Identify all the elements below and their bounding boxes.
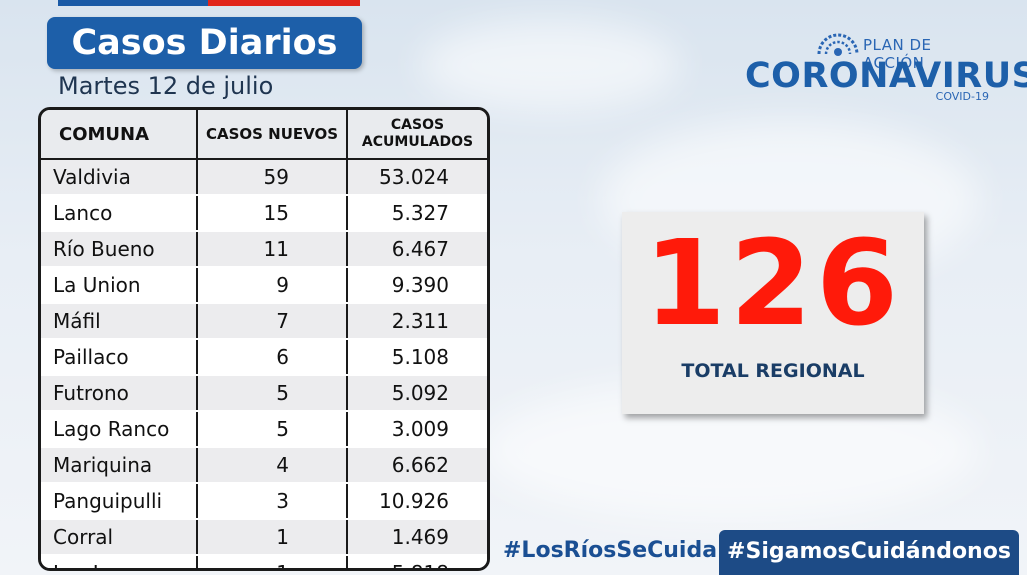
table-row: Los Lagos 1 5.818 (41, 555, 487, 568)
page-title: Casos Diarios (47, 17, 362, 69)
cell-casos-acumulados: 6.662 (347, 447, 487, 484)
header-casos-acumulados: CASOS ACUMULADOS (347, 110, 487, 160)
cell-casos-acumulados: 5.092 (347, 375, 487, 412)
header-acum-line2: ACUMULADOS (361, 134, 474, 150)
table-row: Lago Ranco 5 3.009 (41, 411, 487, 448)
report-date: Martes 12 de julio (58, 72, 274, 100)
cell-casos-nuevos: 5 (197, 375, 348, 412)
table-header-row: COMUNA CASOS NUEVOS CASOS ACUMULADOS (41, 110, 487, 160)
table-row: Paillaco 6 5.108 (41, 339, 487, 376)
table-row: Máfil 7 2.311 (41, 303, 487, 340)
logo-coronavirus-text: CORONAVIRUS (745, 56, 1027, 96)
cell-comuna: Valdivia (41, 159, 198, 196)
flag-bar-red (208, 0, 360, 6)
cell-casos-nuevos: 11 (197, 231, 348, 268)
table-row: Mariquina 4 6.662 (41, 447, 487, 484)
table-row: La Union 9 9.390 (41, 267, 487, 304)
cell-casos-acumulados: 53.024 (347, 159, 487, 196)
logo-plan-text: PLAN DE ACCIÓN (863, 36, 932, 72)
flag-bar (58, 0, 360, 6)
cell-comuna: Río Bueno (41, 231, 198, 268)
cell-casos-nuevos: 1 (197, 519, 348, 556)
cell-comuna: Los Lagos (41, 555, 198, 568)
cell-comuna: Lago Ranco (41, 411, 198, 448)
hashtag-sigamos: #SigamosCuidándonos (719, 530, 1019, 575)
cell-comuna: Panguipulli (41, 483, 198, 520)
cell-casos-acumulados: 1.469 (347, 519, 487, 556)
cell-comuna: Máfil (41, 303, 198, 340)
cell-comuna: La Union (41, 267, 198, 304)
coronavirus-logo: PLAN DE ACCIÓN CORONAVIRUS COVID-19 (745, 28, 1027, 108)
table-row: Río Bueno 11 6.467 (41, 231, 487, 268)
cell-casos-nuevos: 1 (197, 555, 348, 568)
total-regional-box: 126 TOTAL REGIONAL (622, 212, 924, 414)
cell-casos-acumulados: 6.467 (347, 231, 487, 268)
cell-comuna: Paillaco (41, 339, 198, 376)
header-acum-line1: CASOS (390, 117, 445, 133)
cell-casos-acumulados: 5.327 (347, 195, 487, 232)
cell-casos-nuevos: 59 (197, 159, 348, 196)
cases-table: COMUNA CASOS NUEVOS CASOS ACUMULADOS Val… (38, 107, 490, 571)
cell-casos-acumulados: 5.108 (347, 339, 487, 376)
table-row: Valdivia 59 53.024 (41, 159, 487, 196)
cell-casos-acumulados: 10.926 (347, 483, 487, 520)
cell-casos-acumulados: 9.390 (347, 267, 487, 304)
cell-comuna: Lanco (41, 195, 198, 232)
background-cloud (420, 20, 680, 110)
virus-icon (817, 33, 859, 56)
cell-casos-nuevos: 4 (197, 447, 348, 484)
table-row: Corral 1 1.469 (41, 519, 487, 556)
cell-casos-nuevos: 7 (197, 303, 348, 340)
table-row: Futrono 5 5.092 (41, 375, 487, 412)
cell-comuna: Mariquina (41, 447, 198, 484)
total-regional-label: TOTAL REGIONAL (681, 360, 865, 382)
cell-casos-nuevos: 15 (197, 195, 348, 232)
header-casos-nuevos: CASOS NUEVOS (197, 110, 348, 160)
total-regional-value: 126 (643, 214, 903, 352)
cell-comuna: Corral (41, 519, 198, 556)
cell-casos-acumulados: 3.009 (347, 411, 487, 448)
header-comuna: COMUNA (41, 110, 198, 160)
table-row: Panguipulli 3 10.926 (41, 483, 487, 520)
cell-casos-acumulados: 2.311 (347, 303, 487, 340)
cell-casos-acumulados: 5.818 (347, 555, 487, 568)
cell-comuna: Futrono (41, 375, 198, 412)
cell-casos-nuevos: 6 (197, 339, 348, 376)
flag-bar-blue (58, 0, 208, 6)
cell-casos-nuevos: 5 (197, 411, 348, 448)
cell-casos-nuevos: 3 (197, 483, 348, 520)
logo-covid-text: COVID-19 (935, 90, 989, 103)
cell-casos-nuevos: 9 (197, 267, 348, 304)
hashtag-los-rios: #LosRíosSeCuida (503, 538, 718, 563)
table-row: Lanco 15 5.327 (41, 195, 487, 232)
